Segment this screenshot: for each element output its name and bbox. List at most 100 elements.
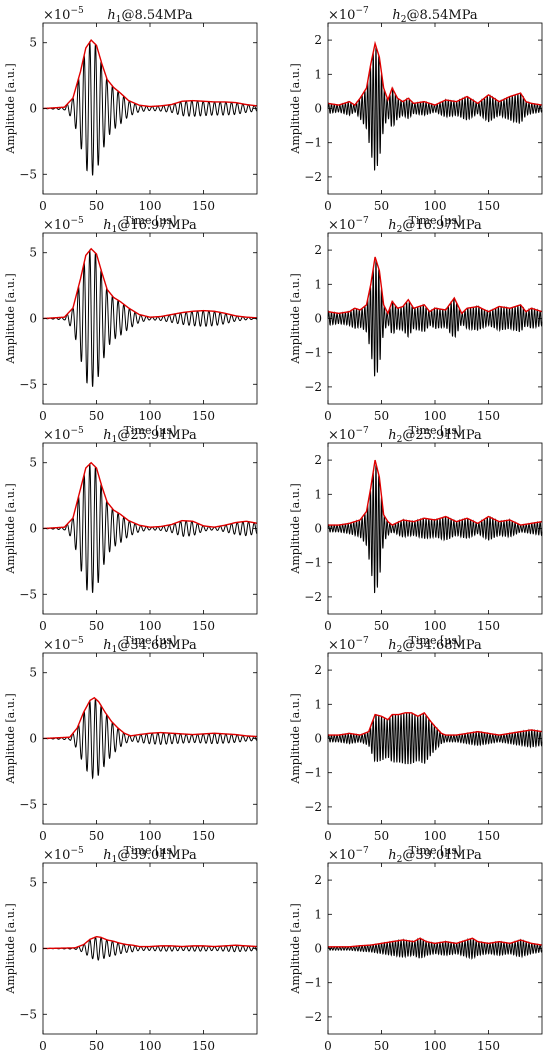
envelope-line (327, 256, 543, 316)
y-tick-label: 0 (29, 312, 37, 326)
exponent-label: ×10−5 (43, 426, 84, 443)
x-tick-label: 0 (324, 1039, 332, 1053)
exponent-base: ×10 (328, 638, 355, 653)
x-tick-label: 50 (374, 409, 389, 423)
title-condition: @34.68MPa (402, 638, 482, 653)
x-tick-label: 150 (477, 199, 500, 213)
title-condition: @39.01MPa (402, 848, 482, 863)
x-axis-label: Time [µs] (409, 214, 462, 227)
exponent-label: ×10−5 (43, 216, 84, 233)
y-tick-label: −1 (304, 766, 322, 780)
y-tick-label: 0 (29, 522, 37, 536)
y-tick-label: −1 (304, 556, 322, 570)
exponent-label: ×10−7 (328, 216, 369, 233)
x-tick-label: 0 (39, 1039, 47, 1053)
y-tick-label: 1 (314, 697, 322, 711)
title-subscript: 1 (112, 225, 118, 235)
subplot-6: 0 50 100 150 −2 −1 0 1 2 Time [µs] Amplitude [a.u.… (289, 426, 543, 647)
y-tick-label: 5 (29, 456, 37, 470)
y-tick-label: −1 (304, 136, 322, 150)
exponent-base: ×10 (43, 848, 70, 863)
subplot-5: 0 50 100 150 −5 0 5 Time [µs] Amplitude [a.u.] ×1… (4, 426, 258, 647)
x-tick-label: 100 (139, 829, 162, 843)
envelope-line (42, 696, 258, 740)
signal-line (327, 712, 543, 765)
x-tick-label: 0 (324, 829, 332, 843)
exponent-label: ×10−5 (43, 846, 84, 863)
y-axis-label: Amplitude [a.u.] (4, 273, 17, 364)
exponent-power: −5 (70, 216, 84, 226)
exponent-power: −5 (70, 426, 84, 436)
y-tick-label: 0 (314, 942, 322, 956)
envelope-line (42, 39, 258, 110)
subplot-3: 0 50 100 150 −5 0 5 Time [µs] Amplitude [a.u.] ×1… (4, 216, 258, 437)
subplot-title: h2@39.01MPa (388, 848, 482, 865)
y-tick-label: 2 (314, 33, 322, 47)
y-tick-label: 1 (314, 907, 322, 921)
title-variable: h (103, 848, 111, 863)
envelope-line (327, 40, 543, 107)
subplot-title: h1@39.01MPa (103, 848, 197, 865)
exponent-label: ×10−7 (328, 846, 369, 863)
exponent-power: −7 (355, 846, 369, 856)
subplot-8: 0 50 100 150 −2 −1 0 1 2 Time [µs] Amplitude [a.u.… (289, 636, 543, 857)
x-axis-label: Time [µs] (409, 634, 462, 647)
title-variable: h (103, 638, 111, 653)
title-condition: @8.54MPa (121, 8, 192, 23)
exponent-label: ×10−7 (328, 636, 369, 653)
envelope-line (42, 461, 258, 530)
subplot-4: 0 50 100 150 −2 −1 0 1 2 Time [µs] Amplitude [a.u.… (289, 216, 543, 437)
title-condition: @25.91MPa (402, 428, 482, 443)
title-condition: @25.91MPa (117, 428, 197, 443)
x-tick-label: 150 (192, 1039, 215, 1053)
title-subscript: 2 (397, 645, 403, 655)
x-axis-label: Time [µs] (124, 634, 177, 647)
exponent-power: −5 (70, 846, 84, 856)
title-subscript: 1 (112, 645, 118, 655)
subplot-title: h1@16.97MPa (103, 218, 197, 235)
title-subscript: 1 (112, 855, 118, 865)
x-tick-label: 100 (139, 199, 162, 213)
signal-line (43, 249, 258, 387)
x-tick-label: 50 (89, 199, 104, 213)
envelope-line (328, 459, 543, 526)
x-tick-label: 150 (192, 619, 215, 633)
exponent-base: ×10 (43, 8, 70, 23)
exponent-label: ×10−5 (43, 636, 84, 653)
exponent-power: −5 (70, 636, 84, 646)
y-axis-label: Amplitude [a.u.] (289, 63, 302, 154)
exponent-base: ×10 (328, 218, 355, 233)
exponent-power: −7 (355, 216, 369, 226)
subplot-7: 0 50 100 150 −5 0 5 Time [µs] Amplitude [a.u.] ×1… (4, 636, 258, 857)
x-axis-label: Time [µs] (124, 424, 177, 437)
y-tick-label: 0 (314, 522, 322, 536)
title-subscript: 2 (397, 855, 403, 865)
y-tick-label: −2 (304, 380, 322, 394)
y-tick-label: −2 (304, 170, 322, 184)
x-tick-label: 0 (324, 199, 332, 213)
subplot-title: h2@34.68MPa (388, 638, 482, 655)
subplot-title: h1@34.68MPa (103, 638, 197, 655)
envelope-line (328, 711, 543, 736)
exponent-base: ×10 (328, 428, 355, 443)
y-tick-label: 0 (314, 312, 322, 326)
y-tick-label: −5 (19, 377, 37, 391)
x-axis-label: Time [µs] (409, 424, 462, 437)
y-tick-label: −5 (19, 587, 37, 601)
signal-line (327, 46, 543, 171)
x-tick-label: 50 (89, 409, 104, 423)
title-subscript: 2 (397, 225, 403, 235)
exponent-base: ×10 (328, 8, 355, 23)
exponent-power: −5 (70, 6, 84, 16)
y-tick-label: 1 (314, 277, 322, 291)
y-axis-label: Amplitude [a.u.] (289, 693, 302, 784)
y-tick-label: 0 (314, 732, 322, 746)
x-tick-label: 100 (424, 619, 447, 633)
title-condition: @8.54MPa (406, 8, 477, 23)
envelope-line (42, 935, 258, 950)
x-tick-label: 100 (139, 1039, 162, 1053)
title-variable: h (388, 848, 396, 863)
x-tick-label: 0 (39, 829, 47, 843)
title-variable: h (107, 8, 115, 23)
